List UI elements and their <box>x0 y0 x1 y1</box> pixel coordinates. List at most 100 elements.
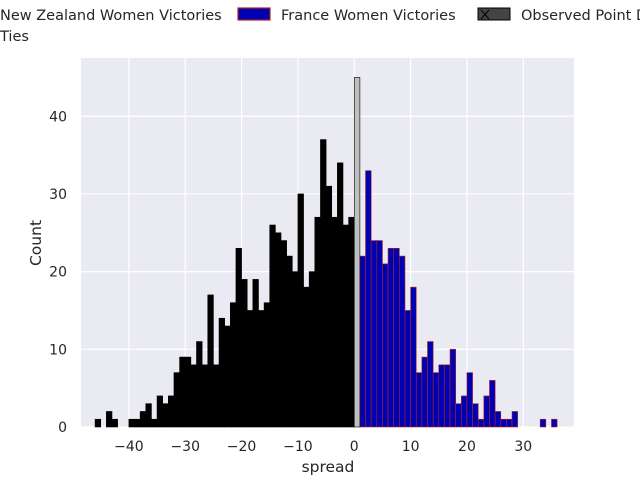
bar-france-women-victories <box>376 240 383 428</box>
bar-france-women-victories <box>506 418 513 428</box>
bar-new-zealand-women-victories <box>252 279 259 428</box>
y-tick-label: 40 <box>49 109 67 125</box>
bar-new-zealand-women-victories <box>280 240 287 428</box>
bar-ties <box>353 77 361 428</box>
bar-france-women-victories <box>387 248 395 428</box>
bar-new-zealand-women-victories <box>201 364 209 428</box>
bar-new-zealand-women-victories <box>314 216 321 428</box>
bar-france-women-victories <box>393 248 400 428</box>
bar-new-zealand-women-victories <box>173 372 180 428</box>
y-tick-label: 0 <box>58 420 67 436</box>
bar-france-women-victories <box>365 170 372 428</box>
bar-france-women-victories <box>359 255 366 428</box>
bar-france-women-victories <box>466 372 473 428</box>
bar-france-women-victories <box>551 418 558 428</box>
bar-new-zealand-women-victories <box>207 294 214 428</box>
bar-new-zealand-women-victories <box>145 403 152 428</box>
bar-new-zealand-women-victories <box>134 418 141 428</box>
bar-new-zealand-women-victories <box>224 325 231 428</box>
bar-new-zealand-women-victories <box>258 310 265 428</box>
x-tick-label: −40 <box>114 439 144 455</box>
bar-france-women-victories <box>410 286 417 428</box>
bar-new-zealand-women-victories <box>94 418 102 428</box>
x-tick-label: −20 <box>227 439 257 455</box>
bar-france-women-victories <box>415 372 423 428</box>
bar-new-zealand-women-victories <box>196 341 203 428</box>
x-tick-label: 30 <box>514 439 532 455</box>
bar-new-zealand-women-victories <box>230 302 237 428</box>
bar-france-women-victories <box>382 263 389 428</box>
bar-new-zealand-women-victories <box>106 411 113 428</box>
legend-label-france: France Women Victories <box>281 8 456 24</box>
bar-new-zealand-women-victories <box>184 356 192 428</box>
legend-swatch-observed-point <box>477 7 511 21</box>
x-tick-label: 20 <box>458 439 476 455</box>
bar-new-zealand-women-victories <box>241 279 248 428</box>
bar-france-women-victories <box>427 341 434 428</box>
bar-new-zealand-women-victories <box>263 302 271 428</box>
x-tick-label: −10 <box>283 439 313 455</box>
bar-new-zealand-women-victories <box>269 224 276 428</box>
y-axis-ticks: 0 10 20 30 40 <box>49 109 67 436</box>
bar-new-zealand-women-victories <box>139 411 147 428</box>
bar-new-zealand-women-victories <box>286 255 293 428</box>
bar-new-zealand-women-victories <box>156 395 163 428</box>
bar-new-zealand-women-victories <box>291 271 299 428</box>
legend-label-observed-point: Observed Point D <box>521 8 640 24</box>
bar-france-women-victories <box>370 240 378 428</box>
x-tick-label: 10 <box>402 439 420 455</box>
bar-new-zealand-women-victories <box>151 418 158 428</box>
bar-new-zealand-women-victories <box>190 364 197 428</box>
y-axis-label: Count <box>27 220 45 266</box>
bar-france-women-victories <box>472 403 479 428</box>
bar-new-zealand-women-victories <box>275 232 282 428</box>
legend-swatch-france <box>237 7 271 21</box>
histogram-bars <box>94 77 558 428</box>
bar-france-women-victories <box>494 411 502 428</box>
y-tick-label: 20 <box>49 265 67 281</box>
bar-new-zealand-women-victories <box>342 224 349 428</box>
bar-new-zealand-women-victories <box>325 185 333 428</box>
bar-new-zealand-women-victories <box>128 418 135 428</box>
y-tick-label: 30 <box>49 187 67 203</box>
legend-label-new-zealand: New Zealand Women Victories <box>0 8 222 24</box>
bar-france-women-victories <box>477 418 485 428</box>
x-tick-label: −30 <box>170 439 200 455</box>
legend: New Zealand Women Victories France Women… <box>0 7 640 45</box>
bar-france-women-victories <box>404 310 411 428</box>
bar-france-women-victories <box>449 349 456 428</box>
bar-new-zealand-women-victories <box>303 286 310 428</box>
bar-france-women-victories <box>483 395 490 428</box>
bar-new-zealand-women-victories <box>246 310 254 428</box>
bar-france-women-victories <box>500 418 507 428</box>
bar-france-women-victories <box>461 395 468 428</box>
bar-france-women-victories <box>438 364 445 428</box>
bar-france-women-victories <box>539 418 547 428</box>
bar-new-zealand-women-victories <box>297 193 304 428</box>
x-axis-ticks: −40 −30 −20 −10 0 10 20 30 <box>114 439 532 455</box>
bar-new-zealand-women-victories <box>111 418 118 428</box>
bar-france-women-victories <box>432 372 440 428</box>
bar-new-zealand-women-victories <box>218 317 225 428</box>
x-axis-label: spread <box>302 458 355 476</box>
bar-new-zealand-women-victories <box>235 248 242 428</box>
bar-france-women-victories <box>511 411 518 428</box>
bar-new-zealand-women-victories <box>168 395 175 428</box>
bar-france-women-victories <box>421 356 428 428</box>
bar-new-zealand-women-victories <box>308 271 316 428</box>
bar-france-women-victories <box>455 403 462 428</box>
bar-new-zealand-women-victories <box>320 139 327 428</box>
x-tick-label: 0 <box>350 439 359 455</box>
bar-france-women-victories <box>399 255 406 428</box>
bar-new-zealand-women-victories <box>348 216 355 428</box>
bar-new-zealand-women-victories <box>162 403 169 428</box>
bar-france-women-victories <box>444 364 451 428</box>
y-tick-label: 10 <box>49 342 67 358</box>
bar-new-zealand-women-victories <box>213 364 220 428</box>
legend-label-ties: Ties <box>0 29 29 45</box>
bar-france-women-victories <box>489 380 496 428</box>
bar-new-zealand-women-victories <box>337 162 344 428</box>
bar-new-zealand-women-victories <box>331 216 338 428</box>
bar-new-zealand-women-victories <box>179 356 186 428</box>
